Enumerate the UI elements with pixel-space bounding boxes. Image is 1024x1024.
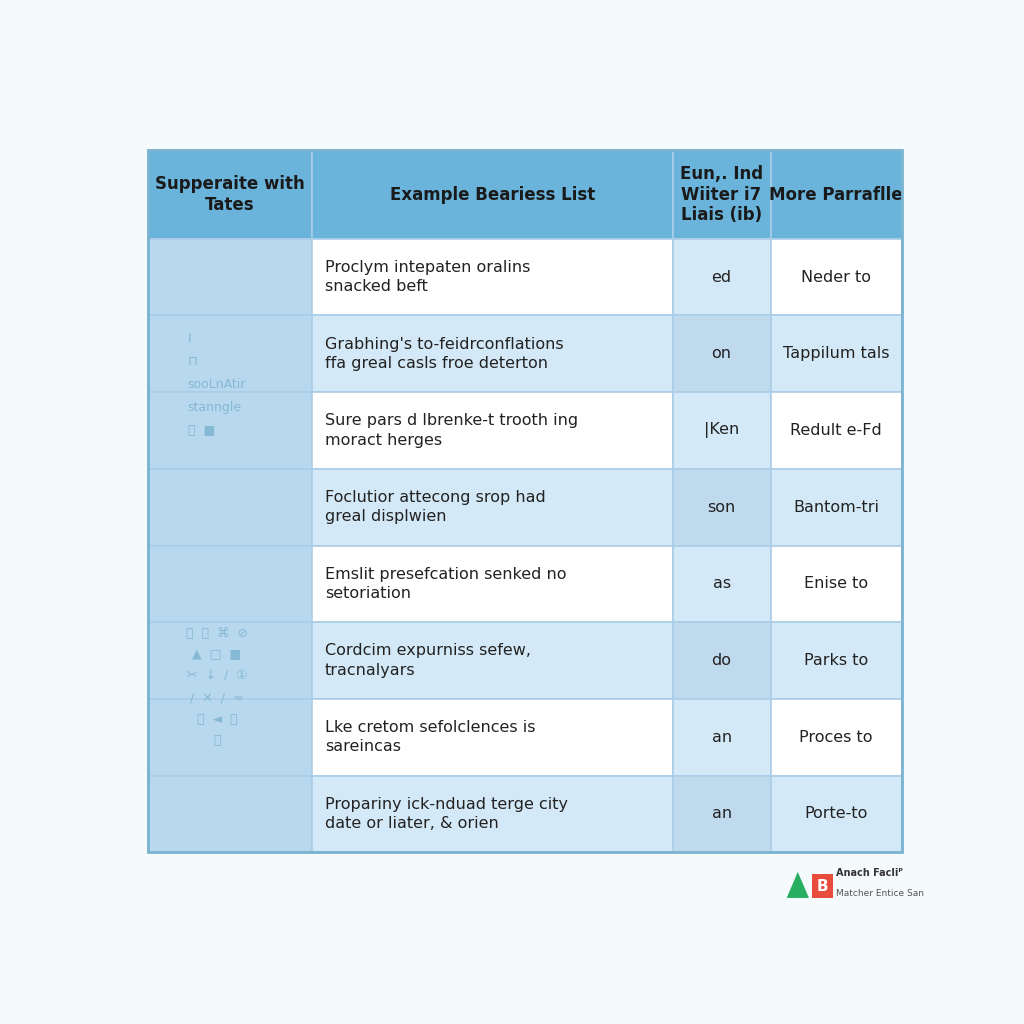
Text: Neder to: Neder to (801, 269, 871, 285)
Bar (147, 775, 312, 852)
Bar (673, 623, 771, 698)
Bar (147, 315, 312, 392)
Text: Proclym intepaten oralins
snacked beft: Proclym intepaten oralins snacked beft (325, 260, 530, 294)
Text: son: son (708, 500, 735, 515)
Text: Tappilum tals: Tappilum tals (783, 346, 890, 361)
Bar (771, 392, 902, 469)
Text: an: an (712, 806, 731, 821)
Text: Cordcim expurniss sefew,
tracnalyars: Cordcim expurniss sefew, tracnalyars (325, 643, 530, 678)
Text: Anach Facliᴾ: Anach Facliᴾ (836, 868, 902, 879)
Text: Proces to: Proces to (800, 730, 872, 744)
Text: Propariny ick-nduad terge city
date or liater, & orien: Propariny ick-nduad terge city date or l… (325, 797, 568, 831)
Bar (673, 546, 771, 623)
Bar (771, 623, 902, 698)
Bar (673, 239, 771, 315)
Bar (673, 698, 771, 775)
Bar (771, 775, 902, 852)
Bar (147, 546, 312, 623)
Text: ⎕  ⎕  ⌘  ⊘
▲  □  ■
✂  ↓  /  ①
/  ✕  /  ≈
⎕  ◄  ⌸
⎙: ⎕ ⎕ ⌘ ⊘ ▲ □ ■ ✂ ↓ / ① / ✕ / ≈ ⎕ ◄ ⌸ ⎙ (186, 627, 248, 748)
Bar (147, 392, 312, 469)
Bar (771, 546, 902, 623)
Text: Bantom-tri: Bantom-tri (794, 500, 880, 515)
Bar (771, 469, 902, 546)
Bar (673, 151, 771, 239)
Text: Enise to: Enise to (804, 577, 868, 591)
Text: B: B (816, 879, 828, 894)
Bar (147, 151, 902, 852)
Bar (673, 392, 771, 469)
Text: Sure pars d lbrenke-t trooth ing
moract herges: Sure pars d lbrenke-t trooth ing moract … (325, 414, 578, 447)
Bar (312, 698, 673, 775)
Text: Eun,. Ind
Wiiter i7
Liais (ib): Eun,. Ind Wiiter i7 Liais (ib) (680, 165, 763, 224)
Bar (312, 469, 673, 546)
Bar (147, 698, 312, 775)
Bar (812, 874, 833, 898)
Text: |Ken: |Ken (703, 423, 739, 438)
Bar (312, 151, 673, 239)
Bar (771, 239, 902, 315)
Text: on: on (712, 346, 731, 361)
Text: More Parraflle: More Parraflle (769, 185, 903, 204)
Bar (147, 239, 312, 315)
Text: ed: ed (712, 269, 731, 285)
Bar (312, 392, 673, 469)
Bar (147, 623, 312, 698)
Bar (147, 151, 312, 239)
Text: as: as (713, 577, 731, 591)
Bar (312, 775, 673, 852)
Text: Foclutior attecong srop had
greal displwien: Foclutior attecong srop had greal displw… (325, 490, 546, 524)
Bar (673, 775, 771, 852)
Text: Redult e-Fd: Redult e-Fd (791, 423, 882, 438)
Bar (771, 698, 902, 775)
Bar (673, 315, 771, 392)
Polygon shape (786, 872, 809, 898)
Text: Matcher Entice San: Matcher Entice San (836, 889, 924, 898)
Bar (771, 315, 902, 392)
Bar (673, 469, 771, 546)
Text: Porte-to: Porte-to (805, 806, 868, 821)
Bar (147, 469, 312, 546)
Text: Supperaite with
Tates: Supperaite with Tates (156, 175, 305, 214)
Text: do: do (712, 653, 731, 668)
Text: Grabhing's to-feidrconflations
ffa greal casls froe deterton: Grabhing's to-feidrconflations ffa greal… (325, 337, 563, 371)
Text: Emslit presefcation senked no
setoriation: Emslit presefcation senked no setoriatio… (325, 566, 566, 601)
Bar (312, 623, 673, 698)
Text: Parks to: Parks to (804, 653, 868, 668)
Bar (771, 151, 902, 239)
Text: I
⊓
sooLnAtir
stanngle
⎓  ■: I ⊓ sooLnAtir stanngle ⎓ ■ (187, 332, 246, 437)
Bar (312, 239, 673, 315)
Text: Lke cretom sefolclences is
sareincas: Lke cretom sefolclences is sareincas (325, 720, 536, 755)
Text: Example Beariess List: Example Beariess List (390, 185, 595, 204)
Bar (312, 546, 673, 623)
Bar (312, 315, 673, 392)
Text: an: an (712, 730, 731, 744)
